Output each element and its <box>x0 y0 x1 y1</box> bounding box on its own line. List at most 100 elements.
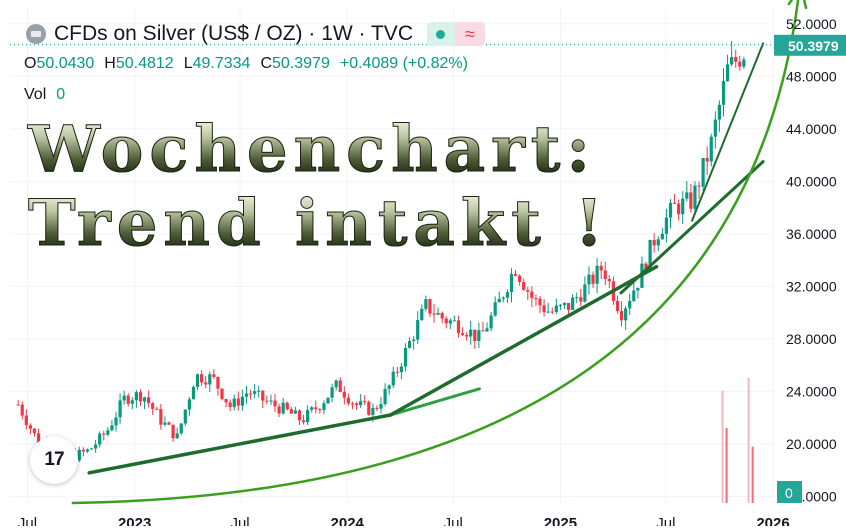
candle-body <box>513 273 518 276</box>
candle-body <box>261 390 265 401</box>
candle-body <box>460 333 465 336</box>
y-axis-tick-label: 40.0000 <box>786 173 837 189</box>
candle-body <box>672 202 677 204</box>
y-axis-tick-label: 52.0000 <box>786 16 837 32</box>
candle-body <box>175 433 179 439</box>
candle-body <box>615 300 620 312</box>
candle-body <box>359 401 363 406</box>
candle-body <box>412 339 416 342</box>
candle-body <box>36 433 41 444</box>
x-axis-tick-label: Jul <box>18 515 37 526</box>
candle-body <box>619 311 624 321</box>
last-price-label-bg <box>774 34 846 56</box>
candle-body <box>163 422 167 425</box>
candle-body <box>693 185 697 209</box>
candle-body <box>579 297 583 302</box>
candle-body <box>497 298 501 303</box>
trendline <box>388 387 481 417</box>
candle-body <box>147 397 151 404</box>
y-axis-tick-label: 20.0000 <box>786 436 837 452</box>
candle-body <box>440 312 444 319</box>
candle-body <box>721 81 726 105</box>
candle-body <box>354 403 359 406</box>
volume-bar <box>721 390 724 503</box>
candle-body <box>318 409 322 411</box>
candle-body <box>587 274 591 285</box>
candle-body <box>566 302 571 310</box>
candle-body <box>444 318 448 324</box>
candle-body <box>416 320 420 340</box>
volume-bar <box>725 428 728 503</box>
candle-body <box>603 270 607 280</box>
candle-body <box>159 409 163 425</box>
x-axis-tick-label: Jul <box>444 515 463 526</box>
candle-body <box>534 298 538 300</box>
candle-body <box>118 400 122 418</box>
candle-body <box>701 157 705 187</box>
candle-body <box>509 273 514 293</box>
candle-body <box>477 330 481 342</box>
candle-body <box>212 374 216 377</box>
candle-body <box>110 425 114 431</box>
candle-body <box>485 328 489 332</box>
trend-curve-arrowhead <box>787 0 808 10</box>
candle-body <box>122 395 126 401</box>
candle-body <box>705 157 709 162</box>
x-axis-tick-label: Jul <box>230 515 249 526</box>
trendline <box>691 42 765 222</box>
candle-body <box>94 444 98 449</box>
candle-body <box>16 404 20 406</box>
candle-body <box>558 304 563 306</box>
overlay-text-line-2: Trend intakt ! <box>27 186 610 261</box>
last-price-label: 50.3979 <box>788 38 839 54</box>
candle-body <box>685 192 689 199</box>
candle-body <box>338 380 342 392</box>
candle-body <box>77 449 81 461</box>
candle-body <box>232 398 236 408</box>
y-axis-tick-label: 48.0000 <box>786 68 837 84</box>
candle-body <box>208 374 212 385</box>
candle-body <box>526 289 530 292</box>
candle-body <box>505 292 510 298</box>
candle-body <box>403 347 408 367</box>
candle-body <box>277 406 281 414</box>
candle-body <box>228 402 232 408</box>
candle-body <box>293 410 297 414</box>
candle-body <box>142 397 147 402</box>
candle-body <box>204 382 208 385</box>
candle-body <box>583 284 587 302</box>
candle-body <box>269 400 273 402</box>
volume-bar <box>751 446 754 503</box>
candle-body <box>407 341 412 348</box>
tradingview-logo-icon[interactable]: 17 <box>30 436 78 484</box>
candle-body <box>689 192 693 209</box>
candle-body <box>595 265 599 284</box>
candle-body <box>571 297 575 310</box>
candle-body <box>134 392 138 401</box>
x-axis-tick-label: 2023 <box>118 515 151 526</box>
candle-body <box>81 449 85 452</box>
candle-body <box>448 320 452 324</box>
candle-body <box>334 380 338 388</box>
candle-body <box>114 417 118 426</box>
candle-body <box>224 399 228 403</box>
trendline <box>619 160 765 295</box>
trendline <box>87 413 393 475</box>
candle-body <box>395 371 399 373</box>
candle-body <box>85 449 90 452</box>
candle-body <box>20 404 24 416</box>
candle-body <box>151 403 155 409</box>
y-axis-tick-label: 36.0000 <box>786 226 837 242</box>
candle-body <box>363 401 367 403</box>
candle-body <box>350 403 355 405</box>
candle-body <box>253 391 257 394</box>
candle-body <box>550 311 554 313</box>
candle-body <box>542 305 546 313</box>
candle-body <box>155 408 159 410</box>
candle-body <box>326 397 330 404</box>
candle-body <box>342 391 346 398</box>
candle-body <box>285 402 289 410</box>
candle-body <box>187 399 191 410</box>
